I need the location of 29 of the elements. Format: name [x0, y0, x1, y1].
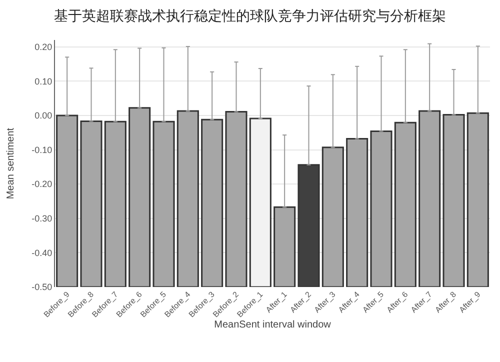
bar: [225, 110, 248, 287]
bar: [394, 122, 416, 287]
y-axis-title: Mean sentiment: [6, 128, 17, 200]
y-tick-label: -0.20: [32, 179, 52, 190]
bar: [152, 120, 175, 287]
bar: [442, 114, 465, 287]
bar: [322, 146, 344, 287]
bar: [128, 107, 151, 287]
y-tick-label: -0.50: [32, 282, 52, 292]
bar: [201, 118, 224, 287]
bar: [80, 120, 102, 287]
bar: [274, 206, 296, 287]
y-tick-label: -0.30: [32, 214, 52, 224]
y-tick-label: 0.00: [34, 110, 52, 121]
x-axis-title: MeanSent interval window: [214, 320, 332, 331]
bar: [176, 110, 199, 287]
y-tick-label: 0.10: [34, 76, 52, 86]
bar: [249, 118, 272, 287]
chart-title: 基于英超联赛战术执行稳定性的球队竞争力评估研究与分析框架: [54, 8, 446, 24]
y-tick-label: -0.40: [32, 248, 52, 258]
bar: [418, 110, 441, 287]
bar: [466, 112, 489, 287]
bar: [104, 120, 126, 287]
bar: [298, 164, 320, 287]
y-tick-label: 0.20: [34, 42, 52, 52]
bar: [346, 138, 368, 287]
bar: [370, 130, 392, 287]
bar: [56, 114, 78, 287]
y-tick-label: -0.10: [32, 144, 52, 155]
